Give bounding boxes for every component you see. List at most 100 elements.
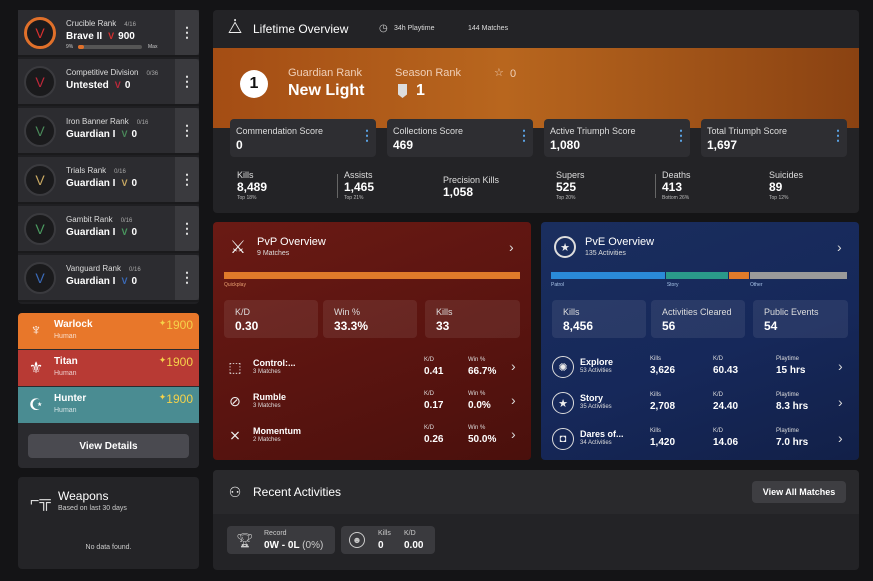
rank-menu-button[interactable]: ⋮ xyxy=(175,206,199,251)
score-menu-button[interactable]: ⋮ xyxy=(674,127,688,143)
pve-stat-label: Kills xyxy=(563,307,580,317)
mode-chevron-icon[interactable]: › xyxy=(511,426,516,442)
rank-score: 0 xyxy=(131,129,138,140)
rank-progress: 4/16 xyxy=(124,22,136,28)
rank-title: Iron Banner Rank 0/16 xyxy=(66,117,148,126)
mode-win-label: Win % xyxy=(468,357,486,363)
score-card: Collections Score 469 ⋮ xyxy=(387,119,533,157)
score-menu-button[interactable]: ⋮ xyxy=(517,127,531,143)
recent-header xyxy=(213,470,859,514)
weapons-subtitle: Based on last 30 days xyxy=(58,505,127,512)
score-value: 1,080 xyxy=(550,138,581,152)
rank-name-row: Brave II V 900 xyxy=(66,31,135,42)
class-emblem-icon: ☪ xyxy=(28,397,44,414)
rank-name: Guardian I xyxy=(66,129,116,140)
rank-score: 0 xyxy=(131,178,138,189)
stat-sub: Top 20% xyxy=(556,195,576,201)
playtime-text: 34h Playtime xyxy=(394,25,435,32)
rank-emblem-icon: V xyxy=(24,164,56,196)
rank-menu-button[interactable]: ⋮ xyxy=(175,59,199,104)
activity-bar-label: Other xyxy=(749,282,763,288)
rank-emblem-icon: V xyxy=(24,17,56,49)
activity-chevron-icon[interactable]: › xyxy=(838,358,843,374)
quickplay-bar xyxy=(224,272,520,279)
rank-title-text: Gambit Rank xyxy=(66,215,113,224)
activity-chevron-icon[interactable]: › xyxy=(838,394,843,410)
pyramid-icon: ⧊ xyxy=(227,20,243,37)
character-race: Human xyxy=(54,333,77,340)
star-icon: ☆ xyxy=(494,67,504,79)
stat-value: 1,058 xyxy=(443,185,474,199)
rank-progress: 0/16 xyxy=(114,169,126,175)
characters-panel: ♆ Warlock Human ✦1900 ⚜ Titan Human ✦1900 ☪ Hunte… xyxy=(18,313,199,468)
pve-chevron-icon[interactable]: › xyxy=(837,239,842,255)
clock-icon: ◷ xyxy=(379,23,388,34)
pvp-mode-row[interactable]: ⬚ Control:... 3 Matches K/D 0.41 Win % 66.7% › xyxy=(213,352,531,384)
activity-kd-label: K/D xyxy=(713,356,724,362)
pvp-stat-card: Win % 33.3% xyxy=(323,300,417,338)
stat-label: Assists xyxy=(344,170,373,180)
rank-menu-button[interactable]: ⋮ xyxy=(175,10,199,55)
weapons-title: Weapons xyxy=(58,489,109,503)
rank-score-icon: V xyxy=(121,276,128,286)
mode-chevron-icon[interactable]: › xyxy=(511,358,516,374)
lifetime-stat: Kills 8,489 Top 18% xyxy=(237,168,333,204)
pvp-mode-row[interactable]: ⊘ Rumble 3 Matches K/D 0.17 Win % 0.0% › xyxy=(213,386,531,418)
score-value: 0 xyxy=(236,138,243,152)
pvp-overview-panel: ⚔ PvP Overview 9 Matches › Quickplay K/D… xyxy=(213,222,531,460)
score-card: Commendation Score 0 ⋮ xyxy=(230,119,376,157)
pve-subtitle: 135 Activities xyxy=(585,250,626,257)
activity-icon: ◘ xyxy=(552,428,574,450)
pistol-icon: ⌐╦ xyxy=(30,493,51,510)
rank-title: Vanguard Rank 0/16 xyxy=(66,264,141,273)
stat-value: 89 xyxy=(769,180,783,194)
character-card[interactable]: ⚜ Titan Human ✦1900 xyxy=(18,350,199,386)
view-details-button[interactable]: View Details xyxy=(28,434,189,458)
season-rank-label: Season Rank xyxy=(395,67,462,79)
mode-win: 66.7% xyxy=(468,366,497,377)
pve-mode-row[interactable]: ★ Story 35 Activities Kills 2,708 K/D 24.40 Pla… xyxy=(541,386,859,420)
activity-chevron-icon[interactable]: › xyxy=(838,430,843,446)
pvp-stat-value: 33.3% xyxy=(334,319,369,333)
stat-value: 1,465 xyxy=(344,180,375,194)
rank-score-icon: V xyxy=(121,178,128,188)
mode-kd: 0.41 xyxy=(424,366,444,377)
character-card[interactable]: ☪ Hunter Human ✦1900 xyxy=(18,387,199,423)
pvp-mode-row[interactable]: ⨯ Momentum 2 Matches K/D 0.26 Win % 50.0% › xyxy=(213,420,531,452)
recent-activities-panel: ⚇ Recent Activities View All Matches 🏆︎ … xyxy=(213,470,859,570)
recent-title: Recent Activities xyxy=(253,485,342,499)
score-label: Total Triumph Score xyxy=(707,126,788,136)
rank-score: 0 xyxy=(131,227,138,238)
rank-name: Untested xyxy=(66,80,109,91)
score-menu-button[interactable]: ⋮ xyxy=(831,127,845,143)
score-menu-button[interactable]: ⋮ xyxy=(360,127,374,143)
character-card[interactable]: ♆ Warlock Human ✦1900 xyxy=(18,313,199,349)
mode-name: Momentum xyxy=(253,426,301,436)
rank-menu-button[interactable]: ⋮ xyxy=(175,108,199,153)
stat-sub: Top 18% xyxy=(237,195,257,201)
rank-score: 900 xyxy=(118,31,135,42)
pvp-chevron-icon[interactable]: › xyxy=(509,239,514,255)
class-emblem-icon: ♆ xyxy=(30,322,42,339)
mode-kd-label: K/D xyxy=(424,357,435,363)
view-all-matches-button[interactable]: View All Matches xyxy=(752,481,846,503)
activity-count: 53 Activities xyxy=(580,368,612,374)
rank-menu-button[interactable]: ⋮ xyxy=(175,157,199,202)
guardian-rank-label: Guardian Rank xyxy=(288,67,362,79)
class-emblem-icon: ⚜ xyxy=(28,360,44,377)
rank-name: Guardian I xyxy=(66,276,116,287)
mode-chevron-icon[interactable]: › xyxy=(511,392,516,408)
activity-bar xyxy=(551,272,848,279)
pvp-stat-value: 33 xyxy=(436,319,450,333)
character-power: ✦1900 xyxy=(159,392,193,406)
rank-title-text: Crucible Rank xyxy=(66,19,117,28)
lifetime-stat: Precision Kills 1,058 xyxy=(443,168,539,204)
rank-menu-button[interactable]: ⋮ xyxy=(175,255,199,300)
weapons-empty: No data found. xyxy=(85,544,132,551)
season-rank-value: 1 xyxy=(416,82,425,99)
pve-mode-row[interactable]: ✺ Explore 53 Activities Kills 3,626 K/D 60.43 P… xyxy=(541,350,859,384)
pve-mode-row[interactable]: ◘ Dares of... 34 Activities Kills 1,420 K/D 14… xyxy=(541,422,859,456)
kills-value: 0 xyxy=(378,540,384,551)
